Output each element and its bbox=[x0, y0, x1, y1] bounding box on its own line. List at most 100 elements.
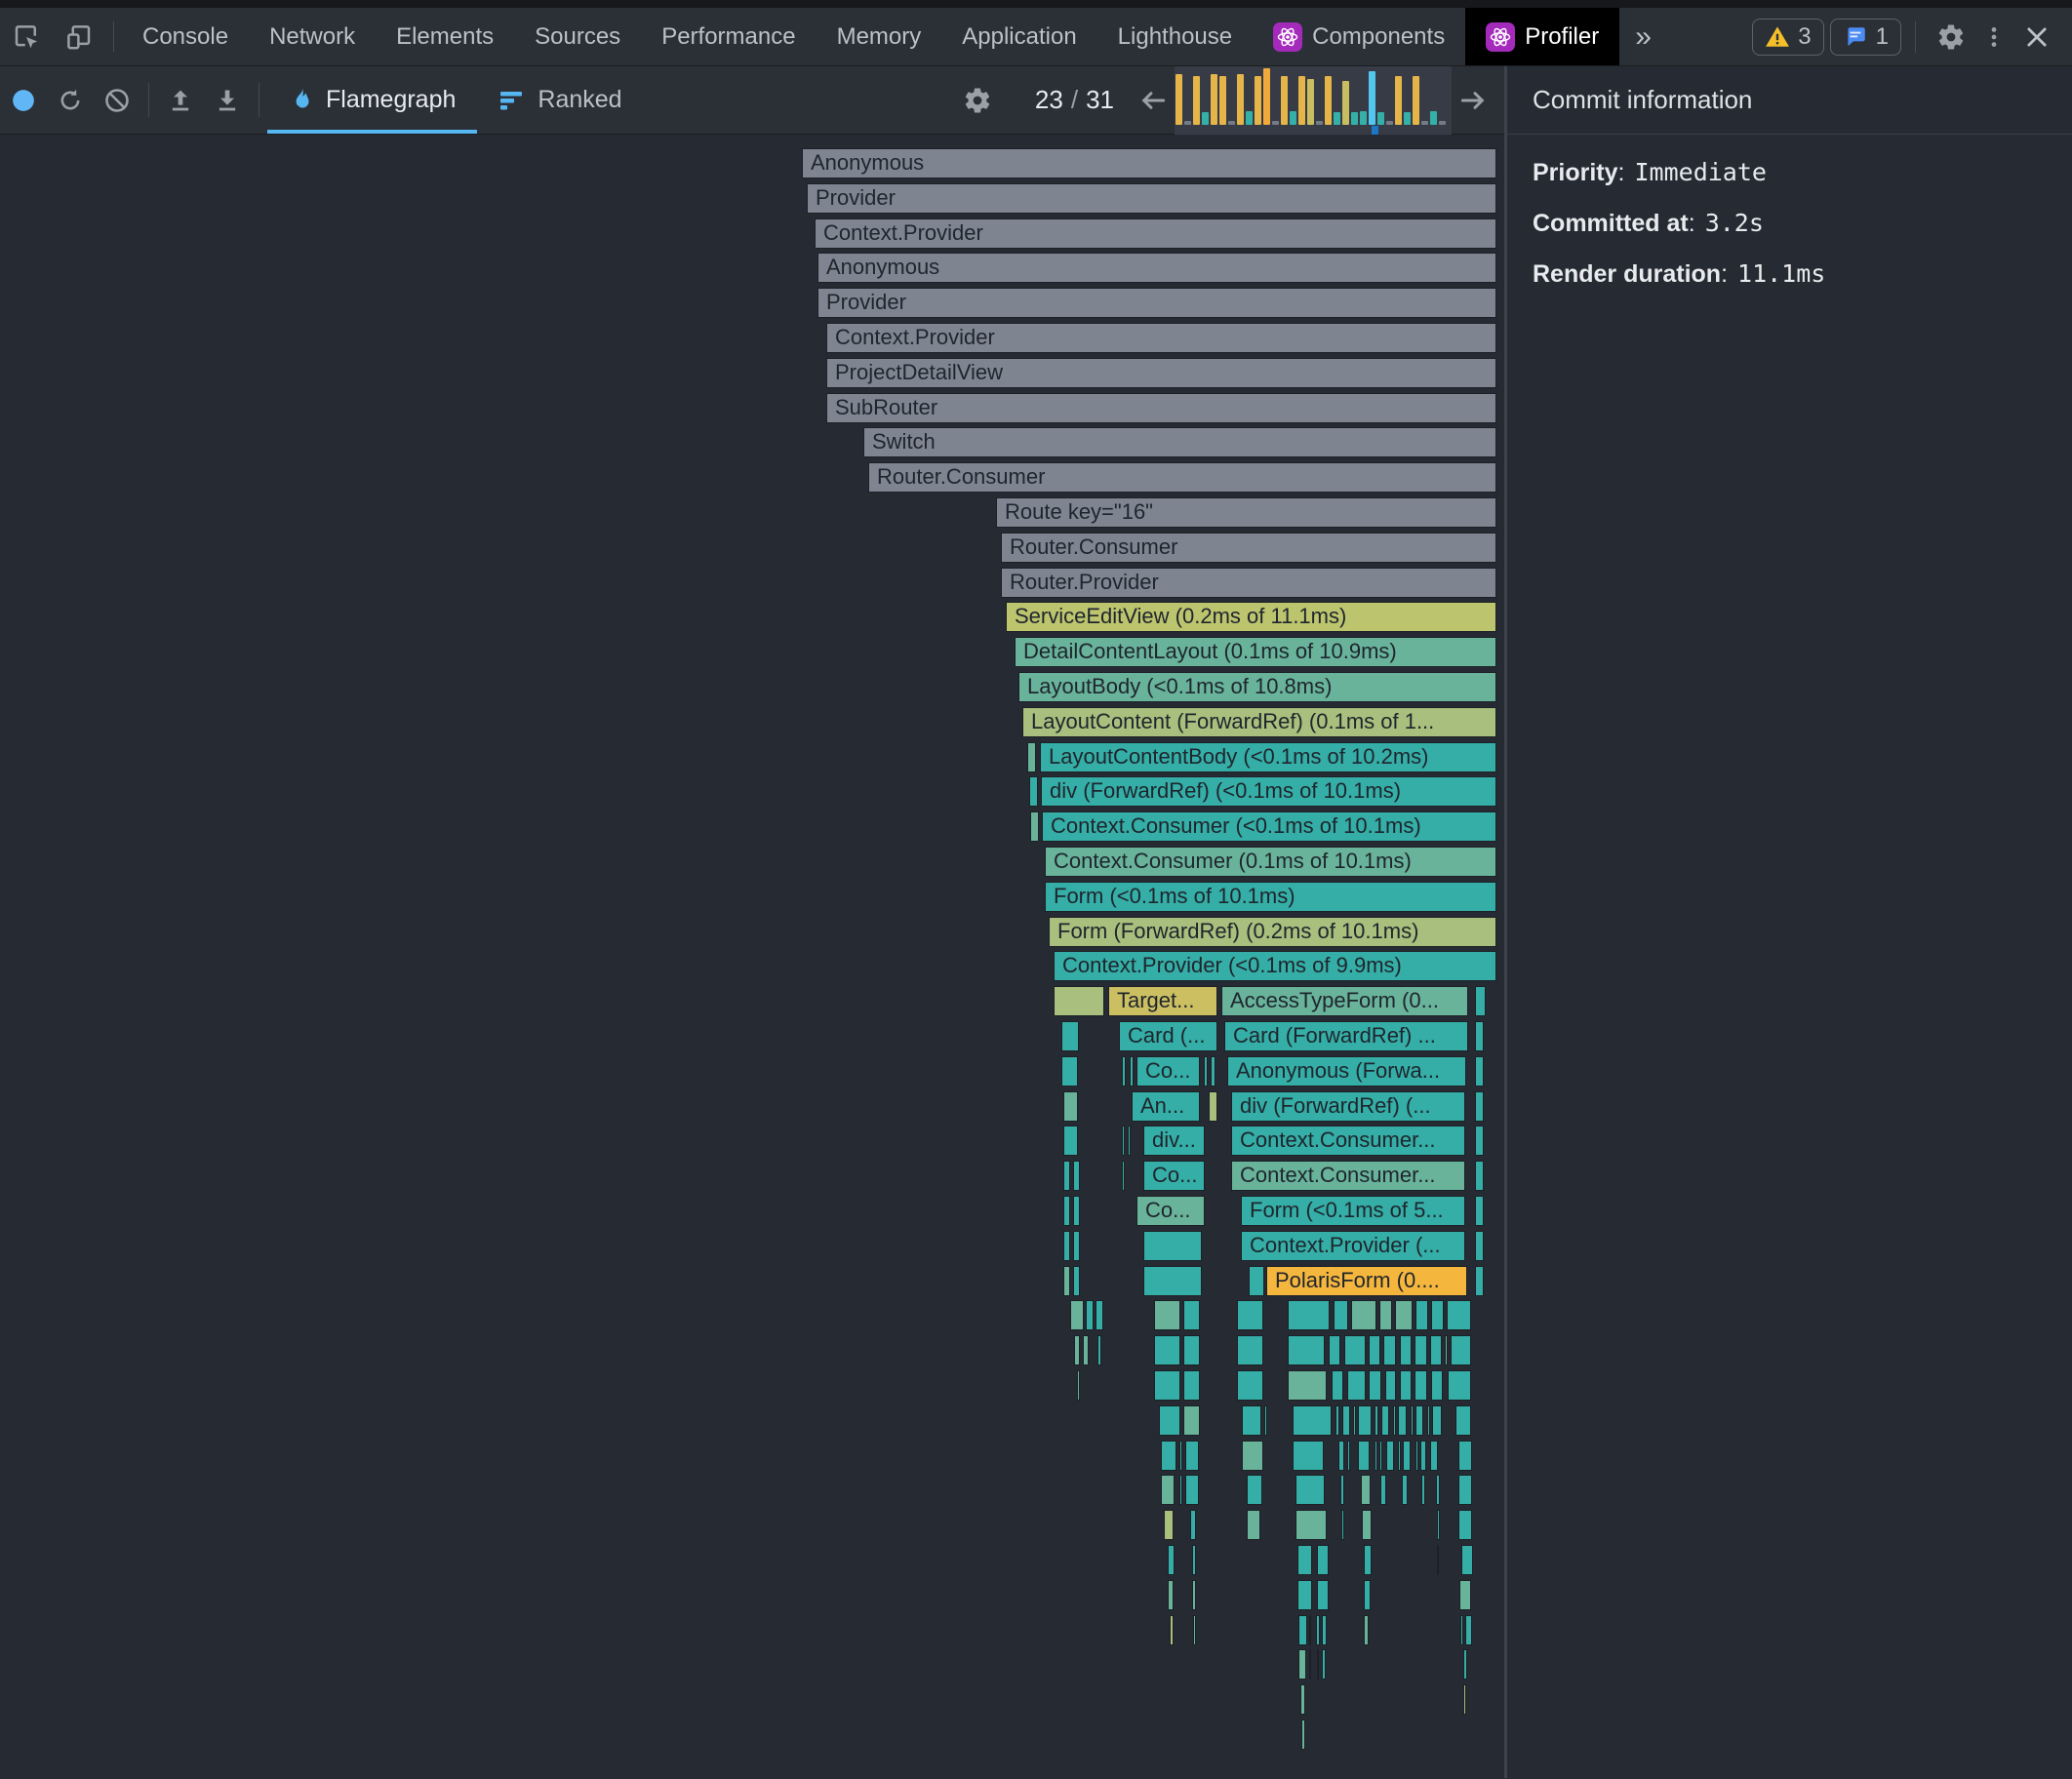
flame-node[interactable] bbox=[1179, 1441, 1182, 1471]
flame-node[interactable] bbox=[1421, 1475, 1425, 1505]
commit-bar-27[interactable] bbox=[1404, 111, 1411, 125]
flame-node[interactable] bbox=[1288, 1370, 1327, 1401]
flame-node-target...[interactable]: Target... bbox=[1108, 986, 1217, 1016]
flame-node[interactable] bbox=[1448, 1370, 1471, 1401]
flame-node-layoutbody[interactable]: LayoutBody (<0.1ms of 10.8ms) bbox=[1018, 672, 1496, 702]
flame-node[interactable] bbox=[1402, 1475, 1408, 1505]
settings-button[interactable] bbox=[1930, 16, 1972, 59]
flame-node[interactable] bbox=[1364, 1580, 1371, 1610]
flame-node[interactable] bbox=[1455, 1405, 1471, 1436]
flame-node[interactable] bbox=[1288, 1300, 1330, 1330]
flame-node[interactable] bbox=[1063, 1196, 1070, 1226]
flame-node[interactable] bbox=[1183, 1335, 1200, 1365]
flame-node[interactable] bbox=[1183, 1300, 1200, 1330]
flame-node[interactable] bbox=[1369, 1370, 1381, 1401]
flame-node[interactable] bbox=[1168, 1580, 1174, 1610]
flame-node-subrouter[interactable]: SubRouter bbox=[826, 393, 1496, 423]
commit-bar-31[interactable] bbox=[1439, 120, 1446, 125]
record-button[interactable] bbox=[0, 66, 47, 134]
commit-bar-5[interactable] bbox=[1211, 73, 1217, 125]
flame-node[interactable] bbox=[1380, 1475, 1386, 1505]
flame-node[interactable] bbox=[1309, 1649, 1311, 1680]
flame-node[interactable] bbox=[1322, 1615, 1327, 1645]
flame-node-anonymous[interactable]: Anonymous bbox=[802, 148, 1496, 178]
flame-node[interactable] bbox=[1381, 1405, 1389, 1436]
flame-node[interactable] bbox=[1164, 1510, 1174, 1540]
flame-node[interactable] bbox=[1297, 1580, 1312, 1610]
flame-node[interactable] bbox=[1400, 1335, 1412, 1365]
previous-commit-button[interactable] bbox=[1132, 79, 1175, 122]
commit-bar-21[interactable] bbox=[1351, 111, 1358, 125]
flame-node[interactable] bbox=[1375, 1405, 1378, 1436]
flame-node[interactable] bbox=[1335, 1405, 1339, 1436]
flame-node[interactable] bbox=[1237, 1300, 1263, 1330]
flame-node-context.consumer...[interactable]: Context.Consumer... bbox=[1231, 1126, 1465, 1156]
flame-node[interactable] bbox=[1054, 986, 1104, 1016]
flame-node[interactable] bbox=[1430, 1335, 1442, 1365]
flame-node[interactable] bbox=[1242, 1405, 1261, 1436]
commit-bar-23-selected[interactable] bbox=[1369, 70, 1375, 125]
flame-node[interactable] bbox=[1463, 1649, 1467, 1680]
flame-node-switch[interactable]: Switch bbox=[863, 427, 1496, 457]
flame-node-layoutcontent[interactable]: LayoutContent (ForwardRef) (0.1ms of 1..… bbox=[1022, 707, 1496, 737]
flame-node[interactable] bbox=[1451, 1335, 1471, 1365]
flame-node[interactable] bbox=[1437, 1545, 1439, 1575]
commit-bar-9[interactable] bbox=[1246, 110, 1253, 125]
flame-node-an...[interactable]: An... bbox=[1132, 1091, 1200, 1122]
flame-node[interactable] bbox=[1329, 1335, 1340, 1365]
flame-node[interactable] bbox=[1073, 1266, 1080, 1296]
commit-bar-4[interactable] bbox=[1202, 111, 1209, 125]
flame-node[interactable] bbox=[1073, 1196, 1080, 1226]
flame-node[interactable] bbox=[1154, 1370, 1180, 1401]
flame-node[interactable] bbox=[1063, 1231, 1070, 1261]
flame-node[interactable] bbox=[1237, 1370, 1263, 1401]
tab-console[interactable]: Console bbox=[122, 8, 249, 65]
flame-node[interactable] bbox=[1475, 1231, 1484, 1261]
flame-node[interactable] bbox=[1475, 1161, 1484, 1191]
flame-node[interactable] bbox=[1288, 1335, 1325, 1365]
flame-node[interactable] bbox=[1344, 1335, 1366, 1365]
flame-node-accesstypeform[interactable]: AccessTypeForm (0... bbox=[1221, 986, 1468, 1016]
flame-node[interactable] bbox=[1168, 1545, 1175, 1575]
import-profile-button[interactable] bbox=[157, 66, 204, 134]
flame-node-context.provider[interactable]: Context.Provider (<0.1ms of 9.9ms) bbox=[1054, 951, 1496, 981]
flame-node[interactable] bbox=[1063, 1161, 1070, 1191]
commit-bar-26[interactable] bbox=[1395, 75, 1402, 125]
warnings-badge[interactable]: 3 bbox=[1752, 18, 1824, 56]
flame-node[interactable] bbox=[1415, 1370, 1427, 1401]
flame-node[interactable] bbox=[1143, 1231, 1202, 1261]
commit-selector-chart[interactable] bbox=[1175, 65, 1452, 135]
flame-node[interactable] bbox=[1179, 1475, 1182, 1505]
flame-node[interactable] bbox=[1430, 1441, 1438, 1471]
flame-node[interactable] bbox=[1077, 1370, 1080, 1401]
flame-node-router.consumer[interactable]: Router.Consumer bbox=[868, 462, 1496, 493]
flamegraph-canvas[interactable]: Anonymous Provider Context.Provider Anonymo… bbox=[0, 135, 1504, 1778]
flame-node[interactable] bbox=[1458, 1441, 1472, 1471]
commit-bar-16[interactable] bbox=[1307, 78, 1314, 125]
flame-node[interactable] bbox=[1398, 1405, 1407, 1436]
tab-sources[interactable]: Sources bbox=[514, 8, 641, 65]
commit-bar-10[interactable] bbox=[1255, 75, 1261, 125]
flame-node[interactable] bbox=[1295, 1510, 1327, 1540]
flame-node[interactable] bbox=[1436, 1475, 1440, 1505]
mode-tab-ranked[interactable]: Ranked bbox=[477, 66, 643, 134]
more-options-button[interactable] bbox=[1972, 16, 2015, 59]
flame-node[interactable] bbox=[1295, 1475, 1325, 1505]
flame-node[interactable] bbox=[1096, 1300, 1103, 1330]
flame-node-context.provider[interactable]: Context.Provider bbox=[815, 218, 1496, 249]
commit-bar-8[interactable] bbox=[1237, 73, 1244, 125]
flame-node[interactable] bbox=[1461, 1545, 1473, 1575]
tab-network[interactable]: Network bbox=[249, 8, 376, 65]
commit-bar-7[interactable] bbox=[1228, 120, 1235, 125]
flame-node[interactable] bbox=[1063, 1091, 1078, 1122]
flame-node[interactable] bbox=[1395, 1300, 1413, 1330]
flame-node[interactable] bbox=[1185, 1441, 1199, 1471]
flame-node-context.provider[interactable]: Context.Provider bbox=[826, 323, 1496, 353]
flame-node[interactable] bbox=[1170, 1615, 1174, 1645]
flame-node[interactable] bbox=[1183, 1370, 1200, 1401]
tab-elements[interactable]: Elements bbox=[376, 8, 514, 65]
flame-node[interactable] bbox=[1297, 1545, 1312, 1575]
flame-node[interactable] bbox=[1154, 1300, 1180, 1330]
tab-lighthouse[interactable]: Lighthouse bbox=[1097, 8, 1253, 65]
flame-node[interactable] bbox=[1351, 1300, 1376, 1330]
